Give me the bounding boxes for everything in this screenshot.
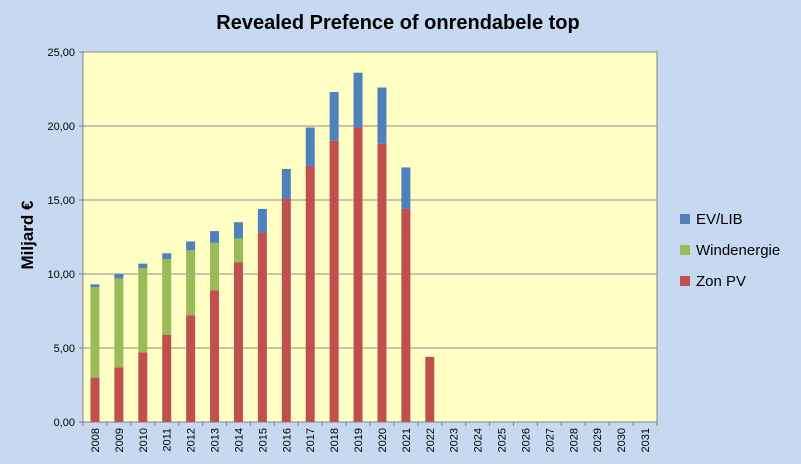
x-tick-label: 2029 <box>592 428 604 452</box>
legend-swatch-ev-lib <box>680 214 690 224</box>
bar-ev-lib-2008 <box>90 284 100 288</box>
y-tick-label: 5,00 <box>54 343 75 355</box>
x-tick-label: 2026 <box>520 428 532 452</box>
bar-zon-pv-2020 <box>377 143 387 422</box>
plot-area: 0,00 5,00 10,00 15,00 20,00 25,00 2008 2009 2010… <box>47 47 658 452</box>
x-tick-label: 2028 <box>568 428 580 452</box>
bar-zon-pv-2018 <box>329 140 339 423</box>
x-tick-label: 2022 <box>425 428 437 452</box>
y-axis-label: Miljard € <box>18 200 37 270</box>
bar-ev-lib-2017 <box>305 127 315 166</box>
x-tick-label: 2015 <box>257 428 269 452</box>
x-tick-label: 2030 <box>616 428 628 452</box>
y-tick-label: 0,00 <box>54 417 75 429</box>
x-tick-label: 2012 <box>186 428 198 452</box>
x-tick-label: 2025 <box>497 428 509 452</box>
bar-zon-pv-2013 <box>210 290 220 422</box>
bar-zon-pv-2015 <box>257 232 267 422</box>
y-tick-label: 10,00 <box>47 269 75 281</box>
y-tick-label: 15,00 <box>47 195 75 207</box>
x-tick-label: 2020 <box>377 428 389 452</box>
bar-zon-pv-2022 <box>425 356 435 422</box>
bar-zon-pv-2019 <box>353 127 363 422</box>
legend-swatch-zon-pv <box>680 276 690 286</box>
bar-ev-lib-2011 <box>162 253 172 260</box>
bar-zon-pv-2016 <box>281 198 291 422</box>
x-tick-label: 2013 <box>210 428 222 452</box>
bar-windenergie-2014 <box>233 238 243 263</box>
legend-swatch-windenergie <box>680 245 690 255</box>
x-tick-label: 2031 <box>640 428 652 452</box>
bar-ev-lib-2019 <box>353 72 363 128</box>
bar-ev-lib-2018 <box>329 91 339 141</box>
bar-ev-lib-2014 <box>233 222 243 239</box>
x-tick-label: 2021 <box>401 428 413 452</box>
bar-zon-pv-2011 <box>162 334 172 422</box>
y-tick-label: 25,00 <box>47 47 75 59</box>
bar-windenergie-2012 <box>186 250 196 316</box>
bar-ev-lib-2013 <box>210 231 220 243</box>
bar-windenergie-2009 <box>114 278 124 368</box>
bar-zon-pv-2010 <box>138 352 148 422</box>
bar-zon-pv-2017 <box>305 165 315 422</box>
bar-ev-lib-2015 <box>257 208 267 233</box>
x-tick-label: 2016 <box>281 428 293 452</box>
bar-ev-lib-2020 <box>377 87 387 144</box>
bar-zon-pv-2009 <box>114 367 124 422</box>
x-tick-label: 2019 <box>353 428 365 452</box>
bar-ev-lib-2010 <box>138 263 148 269</box>
x-tick-label: 2010 <box>138 428 150 452</box>
x-tick-label: 2027 <box>544 428 556 452</box>
bar-ev-lib-2009 <box>114 274 124 279</box>
chart-title: Revealed Prefence of onrendabele top <box>216 12 579 34</box>
legend-label-windenergie: Windenergie <box>696 242 780 259</box>
x-tick-label: 2009 <box>114 428 126 452</box>
bar-zon-pv-2014 <box>233 262 243 422</box>
bar-ev-lib-2021 <box>401 167 411 209</box>
bar-zon-pv-2008 <box>90 377 100 422</box>
x-tick-label: 2023 <box>449 428 461 452</box>
legend-label-zon-pv: Zon PV <box>696 273 746 290</box>
x-tick-label: 2008 <box>90 428 102 452</box>
legend-label-ev-lib: EV/LIB <box>696 211 743 228</box>
bar-windenergie-2011 <box>162 259 172 335</box>
bar-ev-lib-2016 <box>281 168 291 199</box>
bar-windenergie-2013 <box>210 242 220 291</box>
x-tick-label: 2011 <box>162 428 174 452</box>
legend: EV/LIB Windenergie Zon PV <box>680 211 780 290</box>
bar-ev-lib-2012 <box>186 241 196 251</box>
plot-background <box>82 51 658 423</box>
bar-zon-pv-2021 <box>401 208 411 422</box>
bar-windenergie-2010 <box>138 268 148 353</box>
x-tick-label: 2018 <box>329 428 341 452</box>
bar-zon-pv-2012 <box>186 315 196 422</box>
x-tick-label: 2017 <box>305 428 317 452</box>
x-tick-label: 2024 <box>473 428 485 452</box>
y-tick-label: 20,00 <box>47 121 75 133</box>
x-tick-label: 2014 <box>233 428 245 452</box>
bar-windenergie-2008 <box>90 287 100 378</box>
